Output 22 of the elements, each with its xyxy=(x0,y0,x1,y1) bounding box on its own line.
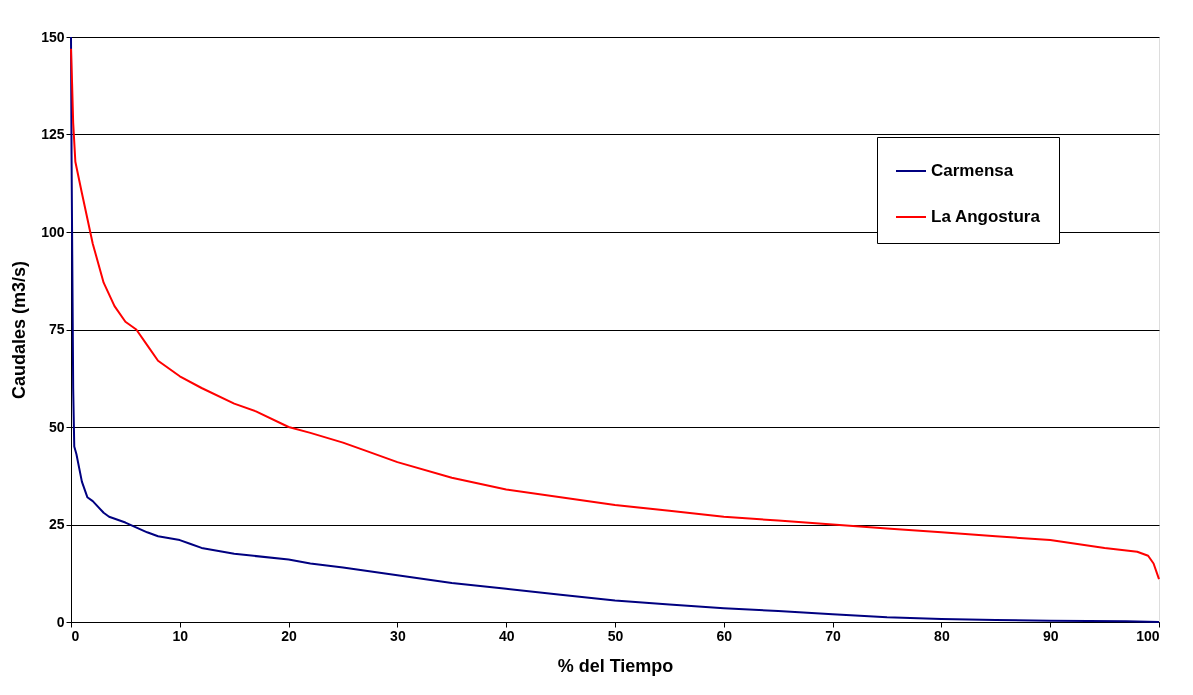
x-tick-label: 70 xyxy=(825,627,842,644)
legend-label: Carmensa xyxy=(931,161,1014,180)
x-tick-label: 90 xyxy=(1042,627,1059,644)
y-axis-title: Caudales (m3/s) xyxy=(9,260,30,400)
x-tick-label: 10 xyxy=(172,627,189,644)
x-axis-title: % del Tiempo xyxy=(557,655,674,676)
x-tick-label: 60 xyxy=(716,627,733,644)
x-tick-label: 50 xyxy=(607,627,624,644)
y-tick-label: 100 xyxy=(41,223,65,240)
y-tick-label: 150 xyxy=(41,28,65,45)
x-tick-label: 80 xyxy=(934,627,950,644)
y-tick-label: 125 xyxy=(41,126,65,142)
x-tick-label: 0 xyxy=(71,627,80,644)
x-tick-label: 40 xyxy=(498,627,515,644)
x-tick-label: 100 xyxy=(1136,627,1160,644)
y-tick-label: 25 xyxy=(48,516,65,532)
y-tick-label: 50 xyxy=(48,418,65,435)
x-tick-label: 20 xyxy=(281,627,298,644)
legend-label: La Angostura xyxy=(931,207,1041,226)
y-tick-label: 75 xyxy=(48,321,65,337)
y-tick-label: 0 xyxy=(56,613,65,630)
x-tick-label: 30 xyxy=(390,627,406,644)
